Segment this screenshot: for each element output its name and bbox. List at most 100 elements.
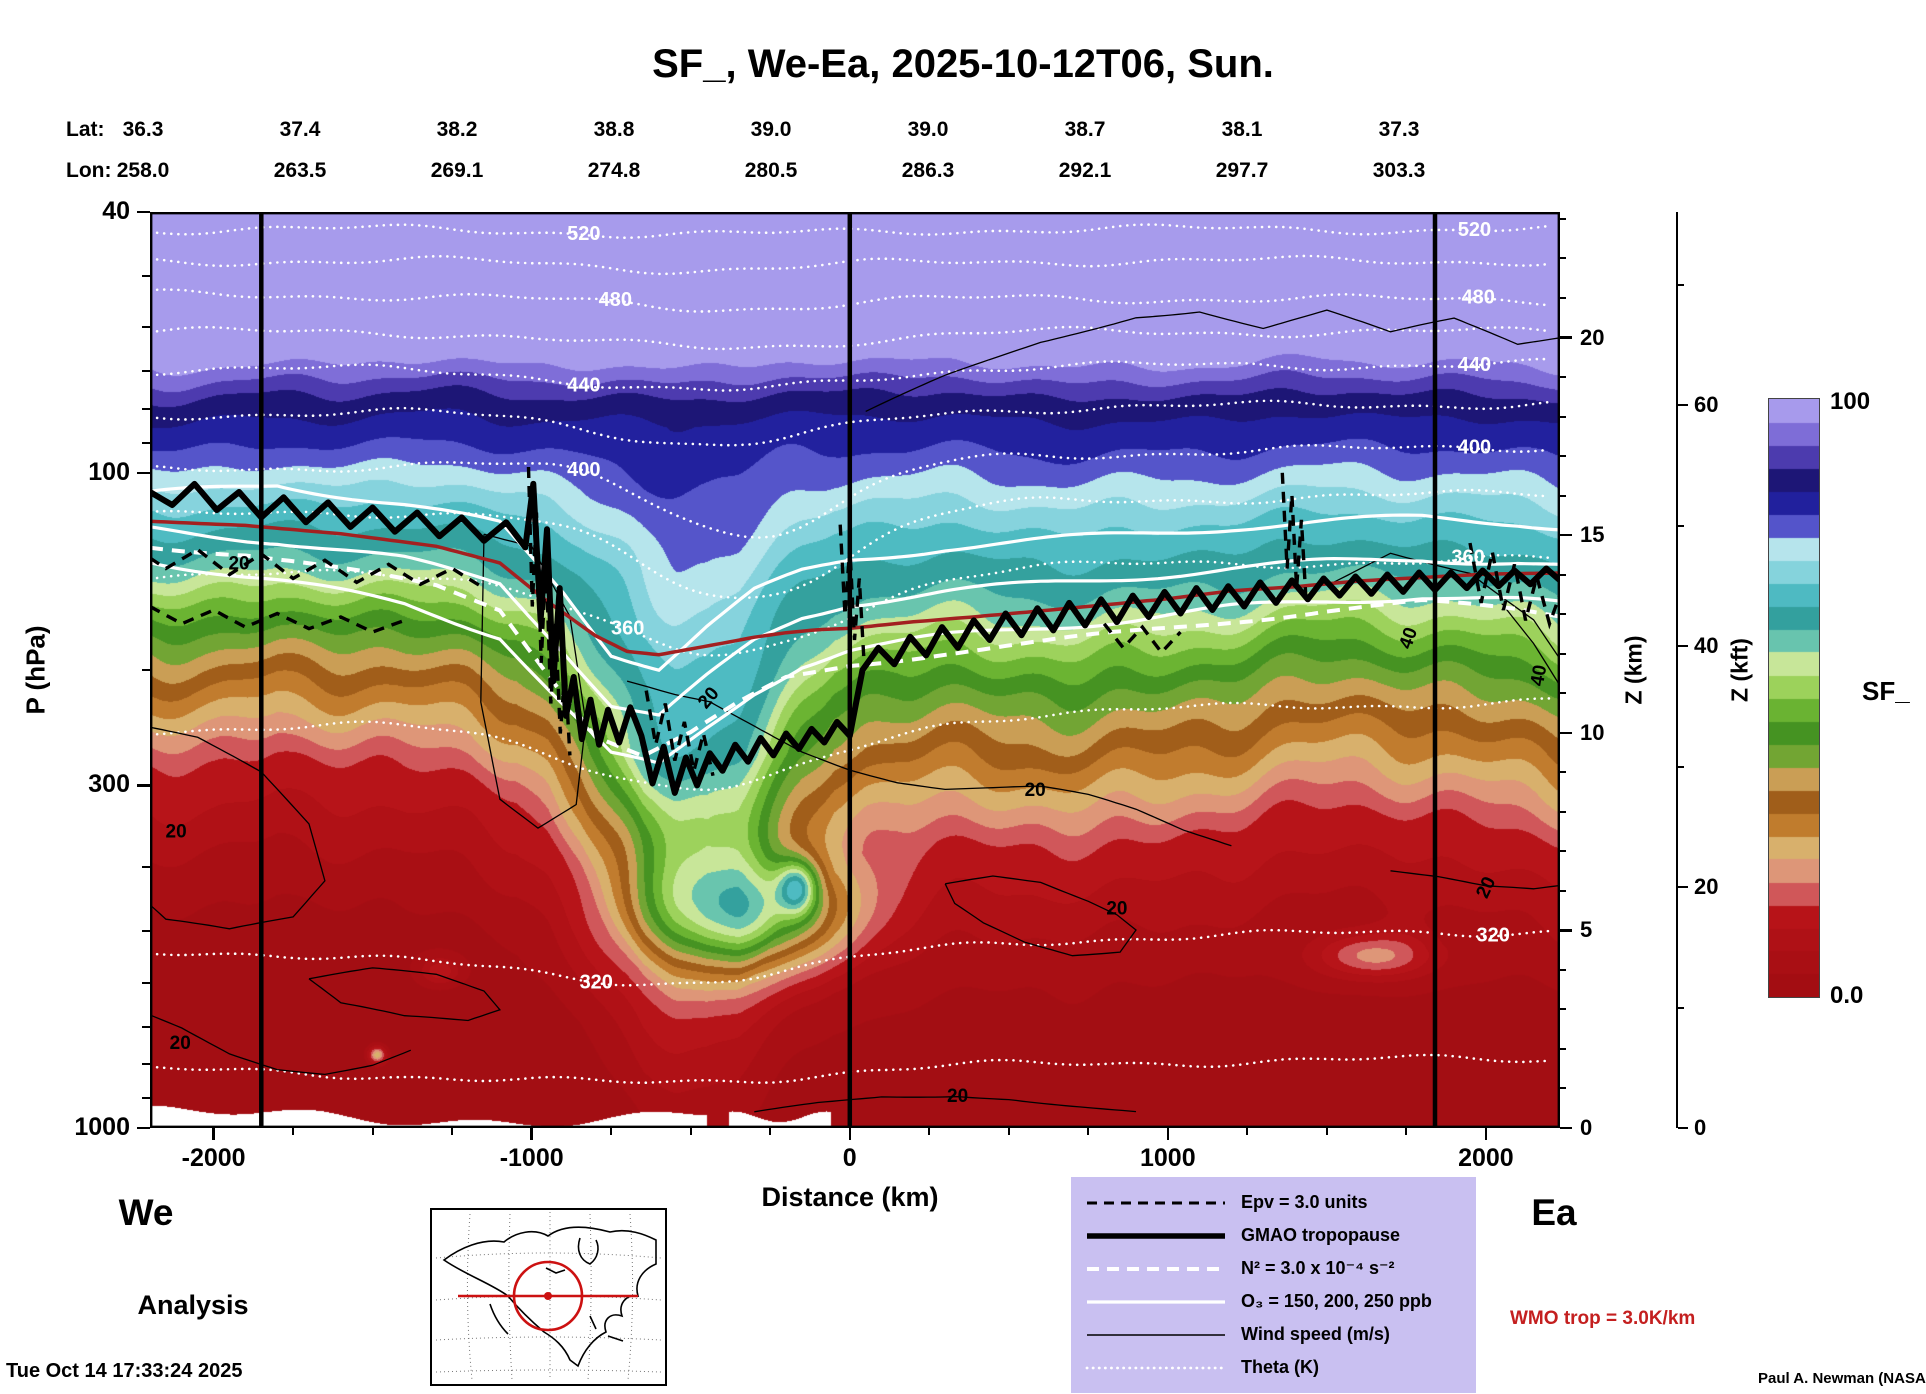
z-km-tick <box>1560 533 1572 537</box>
analysis-label: Analysis <box>137 1290 249 1320</box>
z-km-minor-tick <box>1560 217 1566 220</box>
x-axis-minor-tick <box>928 1128 931 1135</box>
lat-value: 38.2 <box>436 118 478 141</box>
east-end-label: Ea <box>1531 1192 1577 1233</box>
x-axis-minor-tick <box>451 1128 454 1135</box>
legend-row: O₃ = 150, 200, 250 ppb <box>1071 1285 1476 1318</box>
z-kft-axis-line <box>1676 212 1678 1128</box>
theta-contour-label: 400 <box>567 459 600 481</box>
theta-contour <box>150 928 1551 987</box>
theta-contour-label: 440 <box>1458 354 1491 376</box>
x-axis-tick <box>1484 1128 1488 1140</box>
map-coastline <box>442 1226 657 1368</box>
x-axis-minor-tick <box>1325 1128 1328 1135</box>
x-axis-minor-tick <box>1087 1128 1090 1135</box>
legend-label: Theta (K) <box>1241 1357 1319 1377</box>
x-axis-minor-tick <box>689 1128 692 1135</box>
x-tick-label: -1000 <box>499 1144 564 1172</box>
wind-speed-label: 20 <box>1106 899 1127 920</box>
z-km-tick <box>1560 929 1572 932</box>
epv-contour <box>1102 622 1182 656</box>
z-km-minor-tick <box>1560 1008 1566 1011</box>
p-axis-minor-tick <box>142 866 150 869</box>
theta-contour-label: 480 <box>599 289 632 311</box>
x-axis-tick <box>212 1128 215 1140</box>
lon-value: 303.3 <box>1372 159 1426 182</box>
west-end-label: We <box>118 1192 174 1233</box>
x-axis-minor-tick <box>292 1128 295 1135</box>
z-km-tick <box>1560 731 1572 734</box>
z-km-minor-tick <box>1560 573 1566 576</box>
legend-line-sample-thick-black <box>1087 1232 1225 1239</box>
lon-value: 263.5 <box>273 159 327 182</box>
z-kft-tick-label: 0 <box>1694 1115 1707 1140</box>
legend-row: GMAO tropopause <box>1071 1219 1476 1252</box>
theta-contour <box>150 399 1551 447</box>
credit: Paul A. Newman (NASA <box>1758 1370 1926 1387</box>
wind-speed-contour <box>754 1095 1137 1113</box>
z-kft-tick <box>1678 644 1688 648</box>
lat-value: 37.4 <box>279 118 321 141</box>
theta-contour-label: 520 <box>1458 219 1491 241</box>
z-kft-tick-label: 40 <box>1694 633 1719 659</box>
theta-contour-label: 480 <box>1462 287 1495 309</box>
wind-speed-contour <box>1501 603 1560 686</box>
lat-value: 36.3 <box>122 118 164 141</box>
legend-row: Wind speed (m/s) <box>1071 1318 1476 1351</box>
wind-speed-label: 40 <box>1395 625 1422 652</box>
z-kft-axis-title: Z (kft) <box>1726 638 1753 702</box>
z-km-tick <box>1560 336 1572 339</box>
z-km-minor-tick <box>1560 771 1566 774</box>
z-km-tick-label: 10 <box>1580 719 1605 745</box>
z-km-minor-tick <box>1560 889 1566 892</box>
p-axis-minor-tick <box>142 1063 150 1066</box>
legend-row: Theta (K) <box>1071 1351 1476 1384</box>
legend-row: N² = 3.0 x 10⁻⁴ s⁻² <box>1071 1252 1476 1285</box>
z-km-minor-tick <box>1560 415 1566 418</box>
theta-contour-label: 320 <box>1477 925 1510 947</box>
plot-frame <box>150 212 1560 1128</box>
ozone-contour <box>150 561 1560 765</box>
lon-value: 292.1 <box>1058 159 1112 182</box>
legend-label: N² = 3.0 x 10⁻⁴ s⁻² <box>1241 1258 1395 1278</box>
timestamp: Tue Oct 14 17:33:24 2025 <box>6 1360 243 1382</box>
z-km-minor-tick <box>1560 257 1566 260</box>
lon-value: 274.8 <box>587 159 641 182</box>
x-axis-minor-tick <box>1007 1128 1010 1135</box>
p-axis-minor-tick <box>142 326 150 329</box>
theta-contour-label: 360 <box>1451 546 1484 568</box>
epv-contour <box>150 547 485 590</box>
legend-box: Epv = 3.0 units GMAO tropopause N² = 3.0 x… <box>1071 1177 1476 1393</box>
colorbar-max-label: 100 <box>1830 388 1871 415</box>
x-axis-tick <box>530 1128 533 1140</box>
z-kft-tick-label: 20 <box>1694 874 1719 900</box>
x-axis-minor-tick <box>1246 1128 1249 1135</box>
theta-contour <box>150 553 1551 657</box>
wind-speed-label: 20 <box>1472 874 1500 902</box>
gmao-tropopause-line <box>150 480 1560 796</box>
legend-label: GMAO tropopause <box>1241 1225 1401 1245</box>
p-axis-minor-tick <box>142 929 150 932</box>
lon-value: 280.5 <box>744 159 798 182</box>
wind-speed-contour <box>150 1014 412 1076</box>
x-tick-label: 2000 <box>1458 1144 1514 1172</box>
z-km-minor-tick <box>1560 968 1566 971</box>
x-axis-tick <box>1166 1128 1169 1140</box>
wind-speed-label: 20 <box>1025 780 1046 801</box>
lat-value: 38.1 <box>1221 118 1263 141</box>
x-axis-title: Distance (km) <box>761 1182 939 1212</box>
y-axis-title: P (hPa) <box>20 625 51 715</box>
theta-contour <box>150 697 1551 792</box>
wind-speed-label: 20 <box>170 1033 191 1054</box>
p-axis-minor-tick <box>142 981 150 984</box>
legend-line-sample-dash-black <box>1087 1201 1225 1204</box>
z-km-minor-tick <box>1560 652 1566 655</box>
z-kft-tick <box>1678 1126 1688 1130</box>
z-km-minor-tick <box>1560 692 1566 695</box>
location-map-inset <box>430 1208 667 1386</box>
theta-contour <box>150 223 1551 239</box>
z-kft-tick-label: 60 <box>1694 392 1719 418</box>
colorbar-min-label: 0.0 <box>1830 982 1864 1009</box>
lat-value: 38.8 <box>593 118 635 141</box>
